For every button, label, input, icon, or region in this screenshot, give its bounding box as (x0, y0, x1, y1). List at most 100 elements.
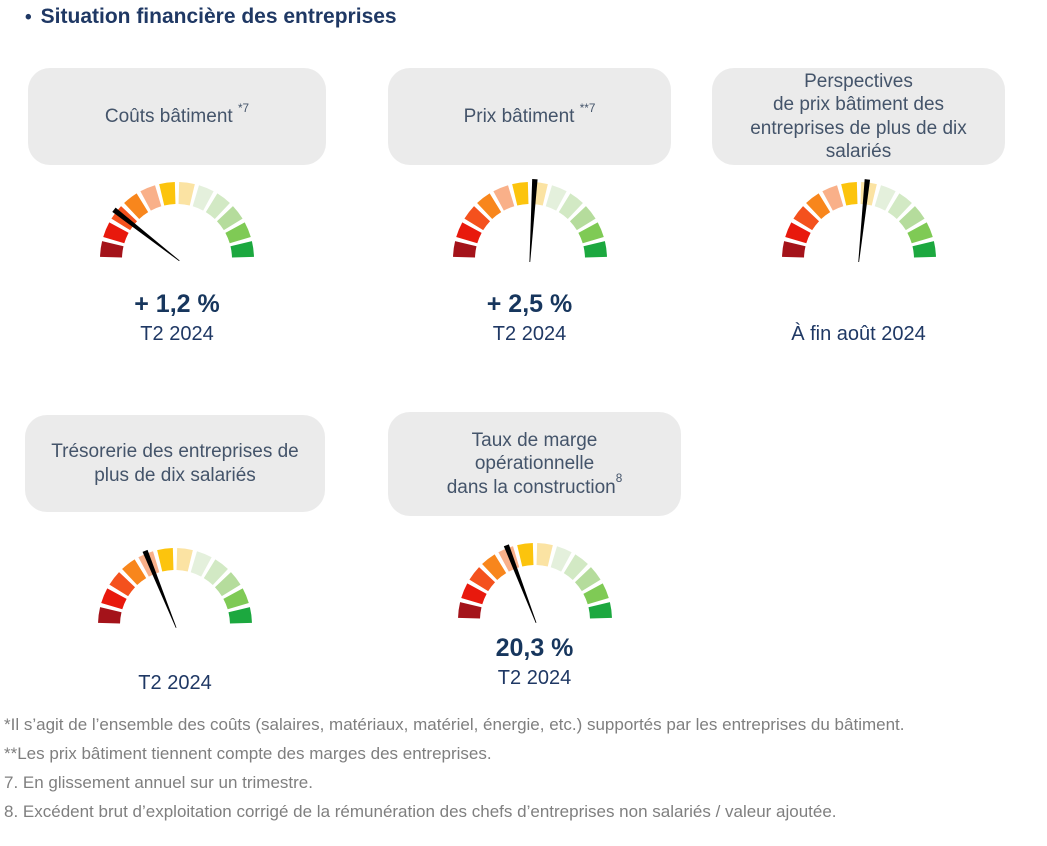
gauge-perspectives-prix-batiment (779, 174, 939, 266)
panel-title-line: entreprises de plus de dix (750, 117, 967, 139)
gauge-segment (452, 241, 476, 258)
gauge-segment (887, 193, 912, 220)
panel-title-superscript: *7 (237, 101, 250, 115)
panel-perspectives-prix-batiment: Perspectives de prix bâtiment des entrepri… (712, 68, 1005, 347)
page-title: • Situation financière des entreprises (25, 5, 397, 29)
gauge-segment (192, 185, 214, 211)
panel-title-line: plus de dix salariés (94, 464, 256, 486)
gauge-caption: T2 2024 (492, 323, 567, 345)
gauge-segment (492, 185, 514, 211)
gauge-segment (511, 182, 528, 206)
gauge-segment (545, 185, 567, 211)
gauge-segment (159, 182, 176, 206)
panel-title-prix-batiment: Prix bâtiment **7 (388, 68, 671, 165)
panel-title-couts-batiment: Coûts bâtiment *7 (28, 68, 326, 165)
gauge-value: 20,3 % (495, 634, 574, 662)
gauge-segment (124, 193, 149, 220)
gauge-segment (216, 206, 243, 231)
gauge-value (25, 637, 325, 669)
panel-title-line: dans la construction8 (446, 472, 623, 498)
gauge-segment (214, 572, 241, 597)
gauge-segment (228, 607, 252, 624)
gauge-segment (582, 583, 609, 605)
gauge-segment (574, 567, 601, 592)
gauge-segment (101, 588, 127, 610)
gauge-segment (225, 222, 251, 244)
gauge-needle (857, 179, 870, 263)
gauge-segment (805, 193, 830, 220)
gauge-segment (203, 559, 228, 586)
gauge-segment (481, 554, 506, 581)
bullet-icon: • (25, 7, 32, 28)
panel-title-perspectives-prix-batiment: Perspectives de prix bâtiment des entrepri… (712, 68, 1005, 165)
gauge-segment (569, 206, 596, 231)
footnote-7: 7. En glissement annuel sur un trimestre… (4, 773, 313, 792)
gauge-chart (781, 179, 936, 263)
gauge-needle (142, 549, 177, 628)
gauge-segment (550, 546, 572, 572)
gauge-segment (463, 206, 490, 231)
gauge-segment (140, 185, 162, 211)
gauge-segment (205, 193, 230, 220)
gauge-chart (457, 543, 612, 623)
gauge-needle (112, 207, 180, 262)
panel-title-line: Trésorerie des entreprises de (51, 441, 299, 463)
panel-title-line: Perspectives (804, 71, 913, 93)
gauge-segment (476, 193, 501, 220)
gauge-segment (230, 241, 254, 258)
footnotes: *Il s’agit de l’ensemble des coûts (sala… (4, 712, 939, 825)
panel-title-line: Taux de marge (471, 430, 598, 452)
gauge-segment (563, 554, 588, 581)
gauge-needle (528, 178, 538, 263)
panel-title-line: de prix bâtiment des (772, 94, 945, 116)
gauge-value: + 2,5 % (486, 290, 573, 318)
gauge-segment (558, 193, 583, 220)
gauge-segment (784, 222, 811, 244)
gauge-caption: T2 2024 (138, 672, 212, 694)
gauge-segment (906, 222, 933, 244)
gauge-segment (178, 182, 195, 206)
gauge-segment (468, 567, 495, 592)
panel-tresorerie-entreprises: Trésorerie des entreprises de plus de dix… (25, 415, 325, 696)
panel-couts-batiment: Coûts bâtiment *7 + 1,2 % T2 2024 (28, 68, 326, 347)
gauge-caption: À fin août 2024 (791, 323, 926, 345)
panel-title-line: salariés (825, 140, 892, 162)
gauge-taux-de-marge (455, 535, 615, 627)
gauge-tresorerie-entreprises (95, 540, 255, 632)
gauge-chart (100, 182, 254, 262)
gauge-caption: T2 2024 (140, 323, 214, 345)
gauge-chart (98, 548, 252, 628)
panel-prix-batiment: Prix bâtiment **7 + 2,5 % T2 2024 (388, 68, 671, 347)
panel-title-line: Coûts bâtiment *7 (104, 101, 250, 127)
panel-title-superscript: **7 (579, 101, 596, 115)
gauge-segment (898, 206, 925, 231)
gauge-segment (103, 222, 129, 244)
gauge-segment (516, 543, 533, 567)
gauge-segment (588, 602, 612, 619)
gauge-segment (176, 548, 193, 572)
gauge-prix-batiment (450, 174, 610, 266)
gauge-segment (874, 185, 896, 211)
footnote-double-asterisk: **Les prix bâtiment tiennent compte des … (4, 744, 492, 763)
panel-title-line: Prix bâtiment **7 (463, 101, 596, 127)
gauge-segment (455, 222, 482, 244)
gauge-segment (157, 548, 174, 572)
gauge-segment (840, 182, 857, 206)
panel-title-tresorerie-entreprises: Trésorerie des entreprises de plus de dix… (25, 415, 325, 512)
gauge-value (712, 288, 1005, 320)
gauge-value: + 1,2 % (134, 290, 220, 318)
gauge-segment (821, 185, 843, 211)
footnote-8: 8. Excédent brut d’exploitation corrigé … (4, 802, 837, 821)
gauge-couts-batiment (97, 174, 257, 266)
page-title-text: Situation financière des entreprises (40, 5, 397, 28)
gauge-segment (912, 241, 936, 258)
gauge-segment (98, 607, 122, 624)
gauge-segment (460, 583, 487, 605)
gauge-segment (109, 572, 136, 597)
panel-title-superscript: 8 (615, 472, 623, 486)
gauge-chart (452, 178, 607, 263)
panel-taux-de-marge: Taux de marge opérationnelle dans la const… (388, 412, 681, 691)
gauge-segment (577, 222, 604, 244)
gauge-segment (223, 588, 249, 610)
